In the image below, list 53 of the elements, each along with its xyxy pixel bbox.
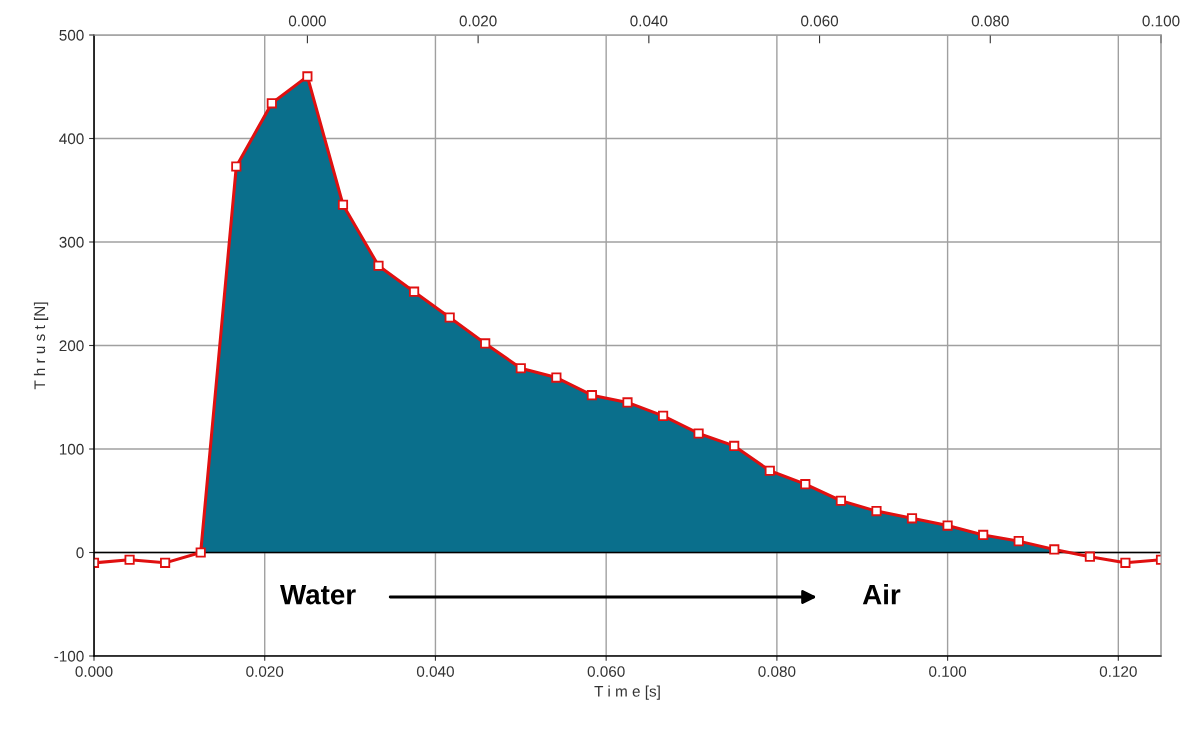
x-tick-label: 0.020 <box>246 666 284 677</box>
point <box>302 71 313 82</box>
y-tick-label: -100 <box>54 650 84 662</box>
point <box>1120 557 1131 568</box>
x2-tick-label: 0.000 <box>288 15 326 27</box>
x-tick-label: 0.000 <box>75 666 113 677</box>
point <box>195 547 206 558</box>
point <box>480 338 491 349</box>
x-axis-title: T i m e [s] <box>594 685 660 700</box>
point <box>337 199 349 210</box>
point <box>160 557 171 568</box>
point <box>551 372 562 383</box>
y-axis-title: T h r u s t [N] <box>33 302 49 390</box>
annotation: Air <box>862 584 901 605</box>
x-tick-label: 0.060 <box>587 666 625 677</box>
y-tick-label: 500 <box>59 29 84 41</box>
point <box>693 428 704 439</box>
y-tick-label: 100 <box>59 443 84 455</box>
x-tick-label: 0.120 <box>1099 666 1137 677</box>
x2-tick-label: 0.020 <box>459 15 497 27</box>
point <box>800 479 811 490</box>
point <box>622 397 633 408</box>
annotation: Water <box>280 585 356 605</box>
x2-tick-label: 0.080 <box>971 15 1009 27</box>
point <box>1084 551 1095 562</box>
point <box>871 506 882 517</box>
point <box>942 520 953 531</box>
point <box>373 260 384 271</box>
point <box>658 410 669 421</box>
x-tick-label: 0.100 <box>929 666 967 677</box>
point <box>978 529 989 540</box>
point <box>1049 544 1060 555</box>
point <box>729 440 740 451</box>
point <box>266 98 277 109</box>
y-tick-label: 0 <box>76 547 84 559</box>
point <box>835 495 846 506</box>
point <box>586 390 597 401</box>
x-tick-label: 0.080 <box>758 666 796 677</box>
x2-tick-label: 0.060 <box>801 15 839 27</box>
x2-tick-label: 0.040 <box>630 15 668 27</box>
point <box>515 363 526 374</box>
point <box>906 513 918 524</box>
point <box>409 286 420 297</box>
point <box>124 554 135 565</box>
point <box>1013 536 1024 547</box>
x-tick-label: 0.040 <box>416 666 454 677</box>
y-tick-label: 400 <box>59 133 84 145</box>
y-tick-label: 200 <box>59 340 84 352</box>
x2-tick-label: 0.100 <box>1142 15 1180 27</box>
point <box>231 161 242 172</box>
y-tick-label: 300 <box>59 236 84 248</box>
point <box>444 312 455 323</box>
point <box>764 465 775 476</box>
